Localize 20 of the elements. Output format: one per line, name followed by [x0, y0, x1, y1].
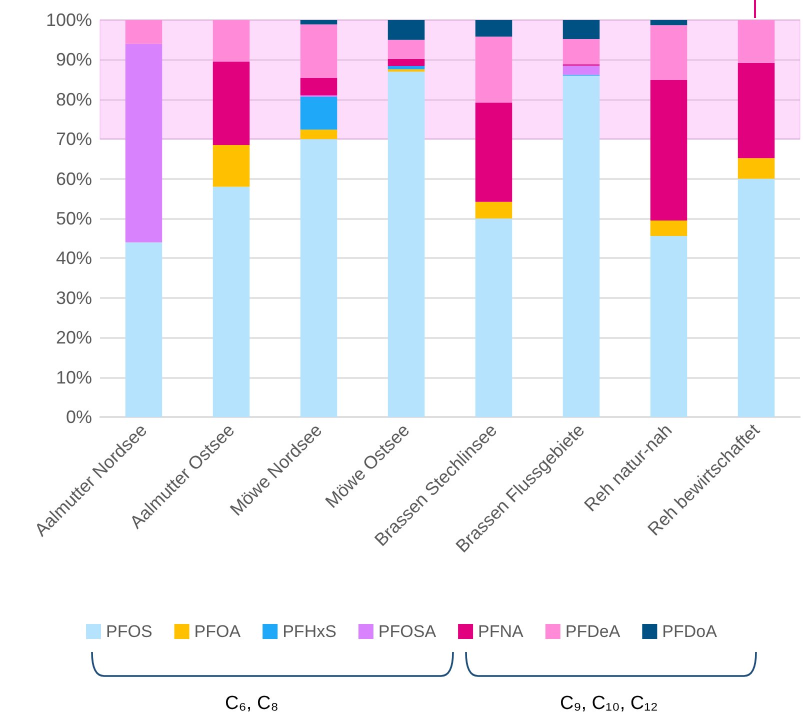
- text: C₆, C₈: [225, 693, 279, 714]
- y-tick-label: 0%: [66, 407, 92, 427]
- y-tick-label: 100%: [46, 10, 92, 30]
- legend-label: PFNA: [478, 622, 524, 641]
- y-tick-label: 60%: [56, 168, 92, 189]
- legend-label: PFOA: [194, 622, 242, 641]
- legend-label: PFHxS: [282, 622, 336, 641]
- y-tick-label: 50%: [56, 208, 92, 228]
- y-tick-label: 70%: [56, 129, 92, 150]
- y-tick-label: 40%: [56, 248, 92, 268]
- legend-label: PFOS: [106, 622, 152, 641]
- text: C₉, C₁₀, C₁₂: [560, 693, 658, 714]
- legend-label: PFDeA: [565, 622, 621, 641]
- y-tick-label: 90%: [56, 50, 92, 70]
- y-tick-label: 20%: [56, 328, 92, 348]
- y-tick-label: 10%: [56, 367, 92, 388]
- y-tick-label: 80%: [56, 89, 92, 110]
- legend-label: PFDoA: [662, 622, 718, 641]
- y-tick-label: 30%: [56, 288, 92, 308]
- legend-label: PFOSA: [378, 622, 437, 641]
